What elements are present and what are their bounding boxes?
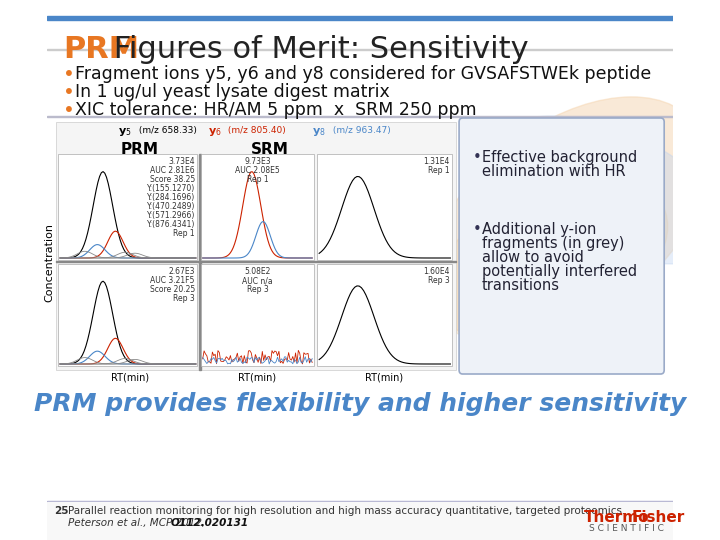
- Text: RT(min): RT(min): [111, 372, 149, 382]
- Text: Fragment ions y5, y6 and y8 considered for GVSAFSTWEk peptide: Fragment ions y5, y6 and y8 considered f…: [75, 65, 651, 83]
- Text: Rep 3: Rep 3: [246, 285, 269, 294]
- Text: 2 nM: 2 nM: [61, 160, 71, 184]
- Text: (m/z 658.33): (m/z 658.33): [136, 126, 197, 135]
- Bar: [201, 154, 314, 260]
- Text: AUC 3.21F5: AUC 3.21F5: [150, 276, 195, 285]
- Text: Y:(284.1696): Y:(284.1696): [147, 193, 195, 202]
- Text: PRM: PRM: [63, 35, 139, 64]
- Bar: [318, 264, 452, 366]
- Text: Y:(155.1270): Y:(155.1270): [147, 184, 195, 193]
- Text: 9.73E3: 9.73E3: [244, 157, 271, 166]
- Text: Effective background: Effective background: [482, 150, 637, 165]
- Ellipse shape: [496, 116, 720, 264]
- Text: Figures of Merit: Sensitivity: Figures of Merit: Sensitivity: [104, 35, 529, 64]
- Ellipse shape: [508, 174, 665, 306]
- Text: •: •: [63, 65, 75, 84]
- Bar: [47, 116, 673, 117]
- Text: 3.73E4: 3.73E4: [168, 157, 195, 166]
- Text: allow to avoid: allow to avoid: [482, 250, 583, 265]
- Bar: [47, 501, 673, 502]
- Text: 5.08E2: 5.08E2: [244, 267, 271, 276]
- Text: $\mathbf{y}_8$: $\mathbf{y}_8$: [312, 126, 326, 138]
- Text: S C I E N T I F I C: S C I E N T I F I C: [590, 524, 665, 533]
- Text: •: •: [473, 222, 482, 237]
- Text: Peterson et al., MCP 2012,: Peterson et al., MCP 2012,: [68, 518, 209, 528]
- Bar: [58, 154, 197, 260]
- Text: 1.31E4: 1.31E4: [423, 157, 449, 166]
- Text: PRM provides flexibility and higher sensitivity: PRM provides flexibility and higher sens…: [34, 392, 686, 416]
- Text: Parallel reaction monitoring for high resolution and high mass accuracy quantita: Parallel reaction monitoring for high re…: [68, 506, 626, 516]
- Bar: [58, 264, 197, 366]
- Bar: [199, 154, 201, 370]
- Text: AUC 2.81E6: AUC 2.81E6: [150, 166, 195, 175]
- Text: Rep 1: Rep 1: [247, 175, 269, 184]
- Text: Y:(470.2489): Y:(470.2489): [146, 202, 195, 211]
- Text: $\mathbf{y}_5$: $\mathbf{y}_5$: [118, 126, 132, 138]
- Text: $\mathbf{y}_6$: $\mathbf{y}_6$: [208, 126, 222, 138]
- Text: transitions: transitions: [482, 278, 559, 293]
- Bar: [47, 502, 673, 540]
- Text: •: •: [473, 150, 482, 165]
- Text: Score 38.25: Score 38.25: [150, 175, 195, 184]
- Text: (m/z 805.40): (m/z 805.40): [225, 126, 286, 135]
- Text: 25: 25: [54, 506, 68, 516]
- Text: Rep 1: Rep 1: [428, 166, 449, 175]
- Text: Thermo: Thermo: [584, 510, 649, 525]
- Bar: [201, 264, 314, 366]
- Text: •: •: [63, 101, 75, 120]
- Text: 200 pM: 200 pM: [61, 272, 71, 308]
- Text: Rep 3: Rep 3: [173, 294, 195, 303]
- Text: O112.020131: O112.020131: [171, 518, 248, 528]
- Text: elimination with HR: elimination with HR: [482, 164, 625, 179]
- Bar: [47, 49, 673, 50]
- Bar: [56, 260, 456, 262]
- Text: SRM: SRM: [251, 142, 289, 157]
- Text: RT(min): RT(min): [238, 372, 276, 382]
- Bar: [47, 16, 673, 20]
- Text: •: •: [63, 83, 75, 102]
- Text: Fisher: Fisher: [632, 510, 685, 525]
- Text: AUC n/a: AUC n/a: [242, 276, 273, 285]
- Text: In 1 ug/ul yeast lysate digest matrix: In 1 ug/ul yeast lysate digest matrix: [75, 83, 390, 101]
- Text: 1.60E4: 1.60E4: [423, 267, 449, 276]
- Text: Additional y-ion: Additional y-ion: [482, 222, 596, 237]
- Text: potentially interfered: potentially interfered: [482, 264, 636, 279]
- Bar: [318, 154, 452, 260]
- Text: Concentration: Concentration: [44, 222, 54, 301]
- Bar: [56, 122, 456, 370]
- Text: Score 20.25: Score 20.25: [150, 285, 195, 294]
- Ellipse shape: [430, 97, 707, 343]
- Text: 2.67E3: 2.67E3: [168, 267, 195, 276]
- Text: PRM: PRM: [121, 142, 159, 157]
- Text: XIC tolerance: HR/AM 5 ppm  x  SRM 250 ppm: XIC tolerance: HR/AM 5 ppm x SRM 250 ppm: [75, 101, 477, 119]
- Text: Y:(876.4341): Y:(876.4341): [146, 220, 195, 229]
- Ellipse shape: [435, 175, 667, 345]
- FancyBboxPatch shape: [459, 118, 664, 374]
- Text: Rep 3: Rep 3: [428, 276, 449, 285]
- Text: RT(min): RT(min): [365, 372, 403, 382]
- Text: (m/z 963.47): (m/z 963.47): [330, 126, 390, 135]
- Text: fragments (in grey): fragments (in grey): [482, 236, 624, 251]
- Text: Y:(571.2966): Y:(571.2966): [146, 211, 195, 220]
- Text: AUC 2.08E5: AUC 2.08E5: [235, 166, 280, 175]
- Text: Rep 1: Rep 1: [174, 229, 195, 238]
